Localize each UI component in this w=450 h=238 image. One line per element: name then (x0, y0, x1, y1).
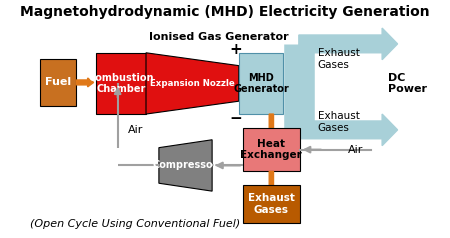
FancyArrow shape (299, 114, 397, 146)
Text: Exhaust
Gases: Exhaust Gases (318, 111, 360, 133)
FancyBboxPatch shape (243, 185, 300, 223)
Text: DC
Power: DC Power (388, 73, 427, 94)
Text: MHD
Generator: MHD Generator (233, 73, 289, 94)
Text: Combustion
Chamber: Combustion Chamber (88, 73, 154, 94)
Text: Fuel: Fuel (45, 77, 72, 87)
FancyArrow shape (76, 78, 94, 87)
Text: −: − (230, 110, 243, 125)
FancyArrow shape (299, 28, 397, 60)
Text: Ionised Gas Generator: Ionised Gas Generator (149, 32, 289, 42)
Text: Magnetohydrodynamic (MHD) Electricity Generation: Magnetohydrodynamic (MHD) Electricity Ge… (20, 5, 430, 19)
FancyBboxPatch shape (96, 53, 146, 114)
FancyArrow shape (267, 114, 275, 164)
Text: Exhaust
Gases: Exhaust Gases (248, 193, 295, 215)
Text: Heat
Exchanger: Heat Exchanger (240, 139, 302, 160)
Text: +: + (230, 42, 243, 57)
FancyBboxPatch shape (239, 53, 284, 114)
Text: Air: Air (128, 125, 144, 135)
Text: (Open Cycle Using Conventional Fuel): (Open Cycle Using Conventional Fuel) (30, 219, 240, 229)
Text: Expansion Nozzle: Expansion Nozzle (150, 79, 235, 88)
Text: Air: Air (348, 145, 363, 155)
Text: Compressor: Compressor (153, 160, 218, 170)
Polygon shape (159, 140, 212, 191)
FancyBboxPatch shape (40, 59, 76, 106)
Polygon shape (146, 53, 239, 114)
Text: Exhaust
Gases: Exhaust Gases (318, 48, 360, 69)
FancyBboxPatch shape (243, 128, 300, 171)
FancyArrow shape (267, 171, 275, 201)
